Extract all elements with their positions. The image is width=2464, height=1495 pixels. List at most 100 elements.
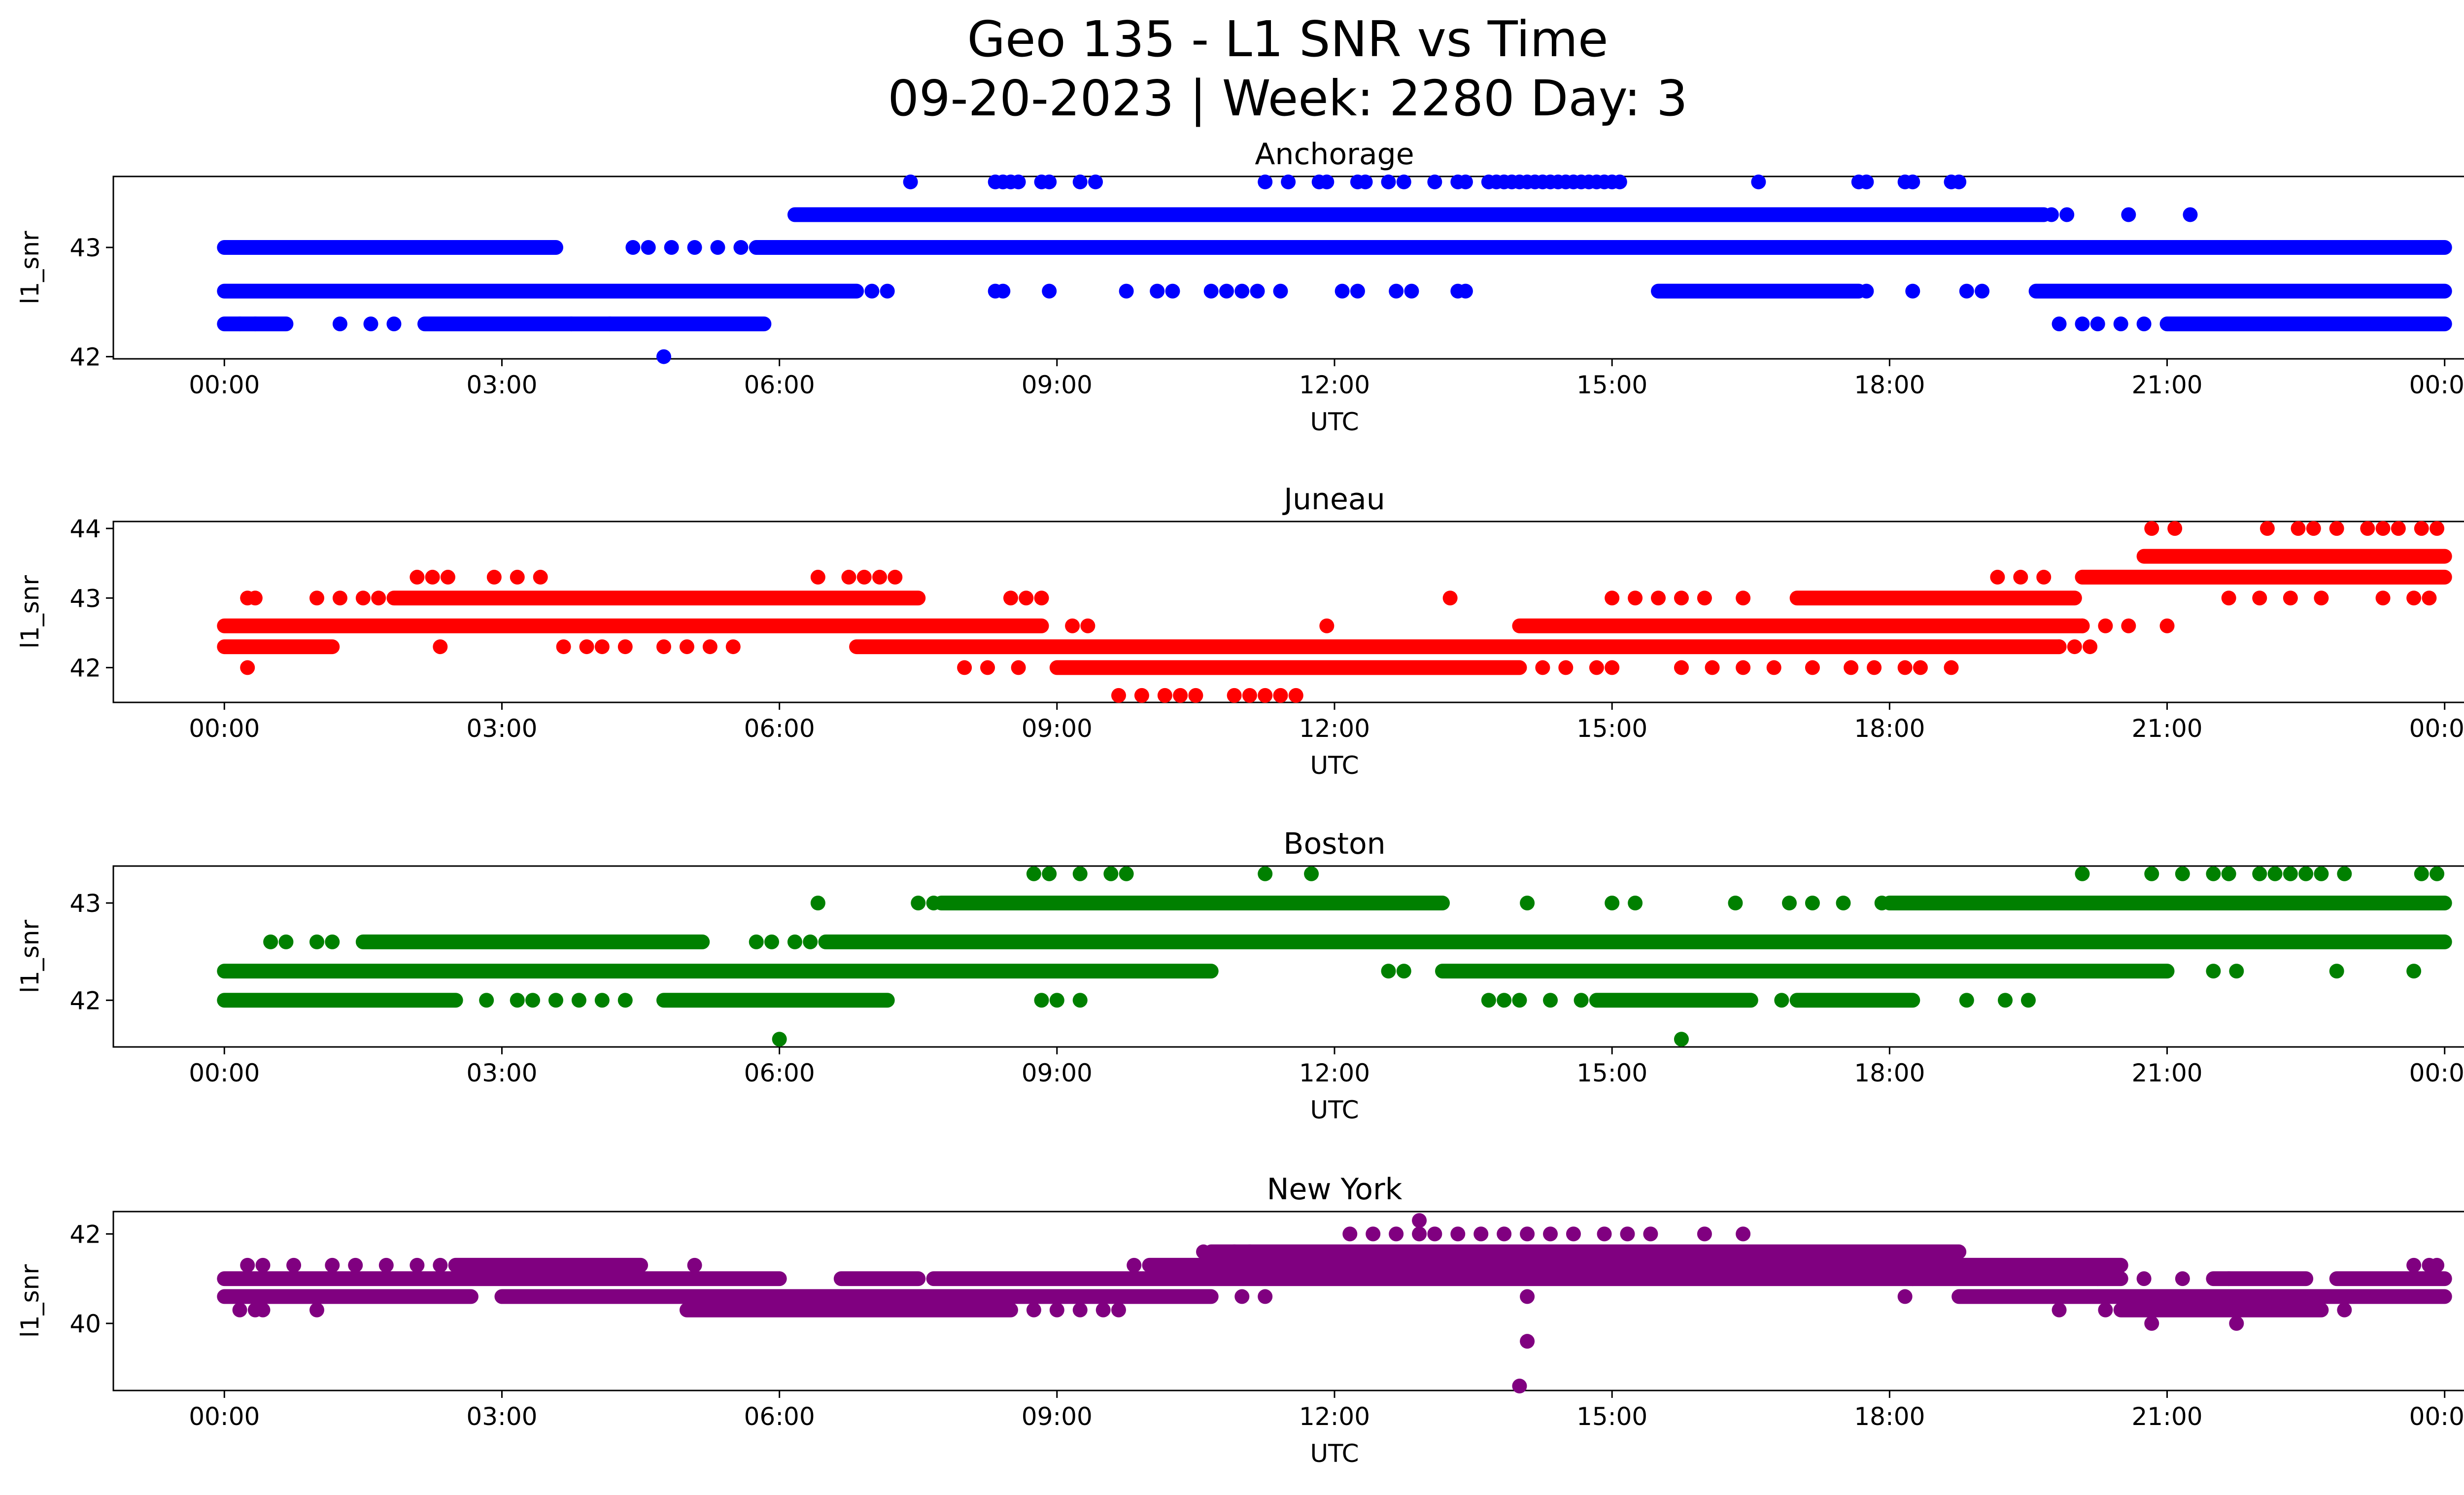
data-point xyxy=(2337,866,2352,881)
data-point xyxy=(1011,660,1026,675)
data-point xyxy=(1111,1302,1126,1318)
figure-title-line1: Geo 135 - L1 SNR vs Time xyxy=(967,10,1608,68)
data-point xyxy=(1643,1226,1658,1242)
data-point xyxy=(2121,618,2136,633)
data-point xyxy=(617,639,633,655)
data-point xyxy=(810,895,825,910)
data-point xyxy=(325,1257,340,1273)
x-tick-label: 12:00 xyxy=(1299,1402,1370,1431)
data-point xyxy=(1473,1226,1489,1242)
data-point xyxy=(1605,174,1620,190)
data-point xyxy=(1442,591,1458,606)
data-point xyxy=(1072,866,1088,881)
data-point xyxy=(687,240,702,255)
data-point xyxy=(1905,1271,1920,1286)
x-tick-label: 18:00 xyxy=(1854,1402,1925,1431)
data-point xyxy=(1242,1244,1257,1259)
x-tick-label: 06:00 xyxy=(744,1402,815,1431)
data-point xyxy=(872,569,888,585)
data-point xyxy=(1481,993,1496,1008)
data-point xyxy=(479,993,494,1008)
data-point xyxy=(1859,174,1874,190)
data-point xyxy=(1897,1289,1913,1304)
data-point xyxy=(263,934,278,949)
data-point xyxy=(1458,283,1473,299)
data-point xyxy=(2183,207,2198,222)
data-point xyxy=(386,316,402,332)
y-tick-label: 43 xyxy=(69,584,101,613)
data-point xyxy=(2430,866,2445,881)
data-point xyxy=(1042,866,1057,881)
data-point xyxy=(1674,591,1689,606)
subplot-juneau: 00:00 03:00 06:00 09:00 12:00 15:00 18:00 21:00… xyxy=(16,482,2464,780)
data-point xyxy=(371,591,386,606)
data-point xyxy=(1535,660,1550,675)
data-point xyxy=(2175,866,2190,881)
y-tick-label: 44 xyxy=(69,515,101,543)
data-point xyxy=(1951,174,1967,190)
data-point xyxy=(772,1032,787,1047)
data-points xyxy=(217,866,2452,1047)
data-point xyxy=(926,895,941,910)
data-point xyxy=(1389,283,1404,299)
data-point xyxy=(1234,283,1250,299)
data-point xyxy=(1011,174,1026,190)
subplot-new-york: 00:00 03:00 06:00 09:00 12:00 15:00 18:00 21:00… xyxy=(16,1172,2464,1468)
data-point xyxy=(1119,283,1134,299)
data-point xyxy=(1150,283,1165,299)
y-axis-label: l1_snr xyxy=(16,231,44,304)
x-tick-label: 15:00 xyxy=(1576,1059,1647,1087)
data-point xyxy=(556,639,571,655)
data-point xyxy=(1034,993,1049,1008)
data-point xyxy=(1589,174,1604,190)
data-point xyxy=(2083,639,2098,655)
data-point xyxy=(1736,1226,1751,1242)
data-point xyxy=(1512,1378,1527,1393)
x-tick-label: 18:00 xyxy=(1854,714,1925,743)
data-point xyxy=(1072,174,1088,190)
data-point xyxy=(2221,1271,2236,1286)
data-point xyxy=(1080,618,1095,633)
y-tick-label: 42 xyxy=(69,343,101,372)
x-tick-label: 09:00 xyxy=(1022,1059,1093,1087)
data-point xyxy=(571,993,586,1008)
x-tick-label: 18:00 xyxy=(1854,371,1925,399)
data-point xyxy=(880,283,895,299)
data-point xyxy=(2206,964,2221,979)
data-point xyxy=(525,993,541,1008)
data-point xyxy=(1319,618,1335,633)
data-point xyxy=(1389,1226,1404,1242)
data-point xyxy=(1705,660,1720,675)
y-tick-label: 40 xyxy=(69,1310,101,1338)
data-point xyxy=(2059,207,2075,222)
data-point xyxy=(1944,660,1959,675)
data-point xyxy=(1258,688,1273,703)
x-tick-label: 03:00 xyxy=(466,714,537,743)
data-point xyxy=(1697,1226,1712,1242)
data-point xyxy=(2098,618,2113,633)
data-point xyxy=(2430,1257,2445,1273)
data-point xyxy=(2075,316,2090,332)
axes-frame xyxy=(112,865,2464,1048)
data-point xyxy=(309,934,324,949)
x-tick-label: 21:00 xyxy=(2131,1059,2202,1087)
data-point xyxy=(410,1257,425,1273)
data-point xyxy=(656,639,671,655)
data-point xyxy=(1111,688,1126,703)
data-point xyxy=(564,316,579,332)
data-point xyxy=(2013,569,2028,585)
data-point xyxy=(687,1257,702,1273)
data-point xyxy=(2360,521,2375,536)
data-point xyxy=(378,1257,394,1273)
y-tick-label: 42 xyxy=(69,654,101,682)
axes-frame xyxy=(112,175,2464,360)
data-point xyxy=(733,240,749,255)
x-tick-label: 09:00 xyxy=(1022,1402,1093,1431)
axes-frame xyxy=(112,521,2464,703)
figure-title-line2: 09-20-2023 | Week: 2280 Day: 3 xyxy=(888,70,1688,127)
data-point xyxy=(1026,1302,1041,1318)
x-tick-label: 00:00 xyxy=(2409,714,2464,743)
data-point xyxy=(2267,866,2283,881)
data-point xyxy=(533,569,548,585)
data-point xyxy=(1095,1302,1111,1318)
